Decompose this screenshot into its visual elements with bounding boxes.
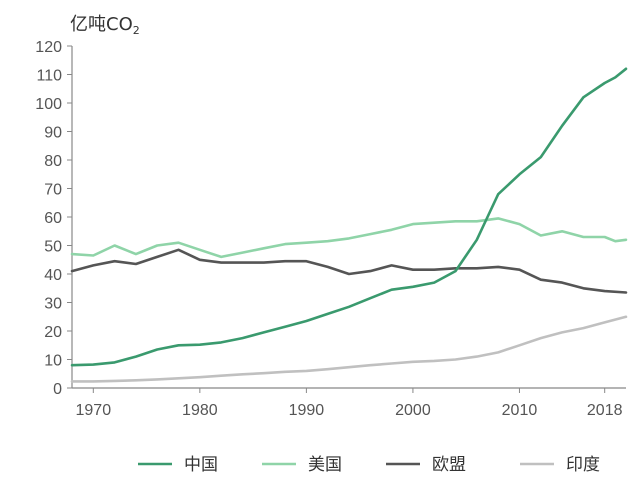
x-tick-label: 1990 bbox=[289, 402, 325, 419]
y-tick-label: 50 bbox=[44, 239, 62, 256]
y-tick-label: 90 bbox=[44, 125, 62, 142]
y-tick-label: 0 bbox=[53, 381, 62, 398]
y-tick-label: 40 bbox=[44, 267, 62, 284]
y-tick-label: 20 bbox=[44, 324, 62, 341]
y-tick-label: 110 bbox=[36, 68, 62, 85]
x-tick-label: 1980 bbox=[182, 402, 218, 419]
legend-label: 欧盟 bbox=[432, 455, 466, 475]
y-axis: 0 10 20 30 40 50 60 70 80 90 100 110 120 bbox=[35, 39, 73, 398]
y-tick-label: 80 bbox=[44, 153, 62, 170]
y-axis-unit-label: 亿吨CO2 bbox=[70, 14, 140, 37]
legend-label: 印度 bbox=[566, 455, 600, 475]
legend-label: 中国 bbox=[184, 455, 218, 475]
x-tick-label: 2000 bbox=[395, 402, 431, 419]
y-tick-label: 100 bbox=[35, 96, 62, 113]
y-tick-label: 30 bbox=[44, 296, 62, 313]
legend-label: 美国 bbox=[308, 455, 342, 475]
series-line-2 bbox=[70, 248, 628, 294]
y-tick-label: 70 bbox=[44, 182, 62, 199]
y-tick-label: 60 bbox=[44, 210, 62, 227]
y-tick-label: 120 bbox=[35, 39, 62, 56]
x-tick-label: 2018 bbox=[587, 402, 623, 419]
x-tick-label: 2010 bbox=[502, 402, 538, 419]
x-tick-label: 1970 bbox=[76, 402, 112, 419]
series-line-1 bbox=[70, 217, 628, 259]
legend: 中国 美国 欧盟 印度 bbox=[138, 455, 600, 475]
series-line-0 bbox=[70, 67, 628, 367]
y-tick-label: 10 bbox=[44, 353, 62, 370]
series-layer bbox=[70, 67, 628, 383]
x-axis: 1970 1980 1990 2000 2010 2018 bbox=[72, 387, 626, 419]
series-line-3 bbox=[70, 315, 628, 383]
